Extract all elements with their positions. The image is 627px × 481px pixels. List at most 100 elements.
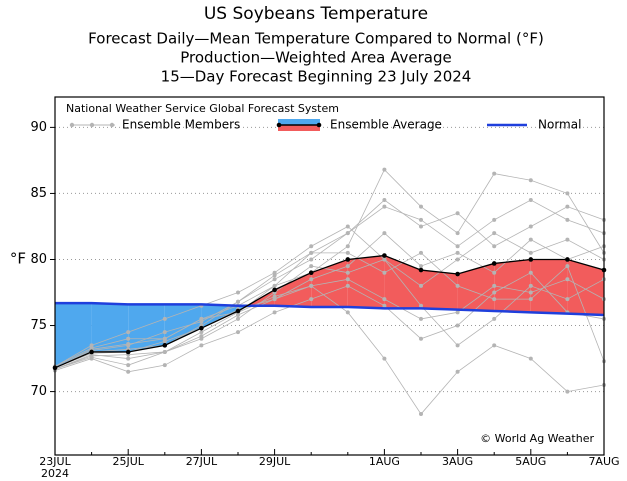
ensemble-member-point (455, 244, 460, 249)
ensemble-member-point (419, 316, 423, 321)
y-tick-label: 90 (30, 120, 47, 135)
ensemble-member-point (162, 363, 167, 368)
ensemble-member-point (309, 297, 314, 302)
ensemble-member-point (419, 264, 423, 269)
ensemble-member-point (419, 217, 423, 222)
difference-area (128, 304, 165, 352)
ensemble-member-point (492, 290, 497, 295)
ensemble-member-point (565, 191, 570, 196)
average-point (382, 253, 387, 258)
ensemble-member-point (236, 299, 240, 304)
ensemble-member-point (419, 412, 423, 417)
ensemble-member-point (309, 283, 314, 288)
x-tick-label: 23JUL (39, 455, 71, 468)
ensemble-member-point (199, 336, 204, 341)
legend-label: Normal (538, 118, 581, 132)
ensemble-member-point (528, 290, 533, 295)
ensemble-member-point (455, 369, 460, 374)
ensemble-member-line (54, 272, 605, 373)
ensemble-member-point (565, 264, 570, 269)
legend-label: Ensemble Average (330, 118, 442, 132)
average-point (199, 325, 204, 331)
legend-swatch (278, 125, 320, 131)
legend-swatch (316, 122, 322, 128)
chart-subtitle: Forecast Daily—Mean Temperature Compared… (88, 30, 544, 48)
ensemble-member-point (492, 231, 497, 236)
difference-area (91, 303, 129, 352)
ensemble-member-line (54, 199, 605, 369)
ensemble-member-point (309, 264, 314, 269)
legend-swatch (109, 122, 115, 128)
ensemble-member-point (126, 369, 131, 374)
ensemble-member-point (528, 178, 533, 183)
ensemble-member-line (54, 278, 605, 370)
ensemble-member-point (492, 283, 497, 288)
legend: Ensemble Members Ensemble Average Normal (69, 118, 581, 132)
average-point (345, 257, 351, 262)
ensemble-member-point (199, 330, 204, 335)
ensemble-member-point (455, 211, 460, 216)
ensemble-member-point (126, 330, 131, 335)
plot-area: 70 75 80 85 90 23JUL 25JUL 27JUL 29JUL 1AUG 3AUG 5A… (30, 96, 620, 468)
y-tick-label: 75 (30, 318, 47, 333)
ensemble-member-point (345, 250, 350, 255)
ensemble-member-point (199, 319, 204, 324)
difference-area (201, 304, 238, 329)
ensemble-member-point (345, 277, 350, 282)
difference-area (347, 255, 385, 309)
y-tick-label: 85 (30, 186, 47, 201)
ensemble-member-point (492, 316, 497, 321)
ensemble-member-point (455, 310, 460, 315)
ensemble-member-point (272, 310, 277, 315)
x-tick-label: 25JUL (112, 455, 144, 468)
chart-subtitle: Production—Weighted Area Average (180, 49, 451, 67)
ensemble-member-line (54, 225, 605, 367)
ensemble-member-point (528, 237, 533, 242)
average-line (54, 254, 605, 369)
ensemble-member-point (565, 237, 570, 242)
ensemble-member-point (528, 224, 533, 229)
ensemble-member-point (492, 270, 497, 275)
ensemble-member-point (272, 273, 277, 278)
ensemble-member-point (236, 290, 240, 295)
ensemble-member-point (419, 250, 423, 255)
ensemble-member-point (419, 204, 423, 209)
legend-label: Ensemble Members (122, 118, 240, 132)
difference-area (457, 263, 495, 312)
ensemble-member-line (54, 259, 605, 370)
average-point (162, 343, 168, 348)
ensemble-member-point (126, 363, 131, 368)
average-point (125, 349, 131, 355)
year-label: 2024 (41, 467, 69, 480)
ensemble-member-point (162, 339, 167, 344)
ensemble-member-point (528, 283, 533, 288)
average-point (491, 261, 497, 266)
x-tick-label: 7AUG (588, 455, 619, 468)
ensemble-member-point (345, 310, 350, 315)
x-tick-label: 3AUG (442, 455, 473, 468)
difference-area (164, 304, 202, 346)
ensemble-member-point (455, 283, 460, 288)
ensemble-member-point (236, 316, 240, 321)
ensemble-member-point (382, 231, 387, 236)
difference-area (384, 255, 421, 309)
ensemble-member-point (565, 297, 570, 302)
difference-area (421, 270, 458, 310)
ensemble-member-point (272, 294, 277, 299)
ensemble-member-point (455, 250, 460, 255)
source-note: National Weather Service Global Forecast… (66, 102, 339, 115)
ensemble-member-point (565, 389, 570, 394)
ensemble-member-line (54, 252, 605, 369)
legend-swatch (69, 122, 75, 128)
ensemble-member-point (382, 198, 387, 203)
average-point (418, 267, 424, 273)
ensemble-member-point (382, 257, 387, 262)
chart-subtitle: 15—Day Forecast Beginning 23 July 2024 (161, 68, 472, 86)
ensemble-member-point (345, 264, 350, 269)
average-point (235, 308, 241, 314)
average-point (89, 349, 94, 355)
ensemble-member-point (492, 297, 497, 302)
ensemble-member-point (455, 343, 460, 348)
ensemble-member-point (382, 270, 387, 275)
x-tick-label: 29JUL (259, 455, 291, 468)
